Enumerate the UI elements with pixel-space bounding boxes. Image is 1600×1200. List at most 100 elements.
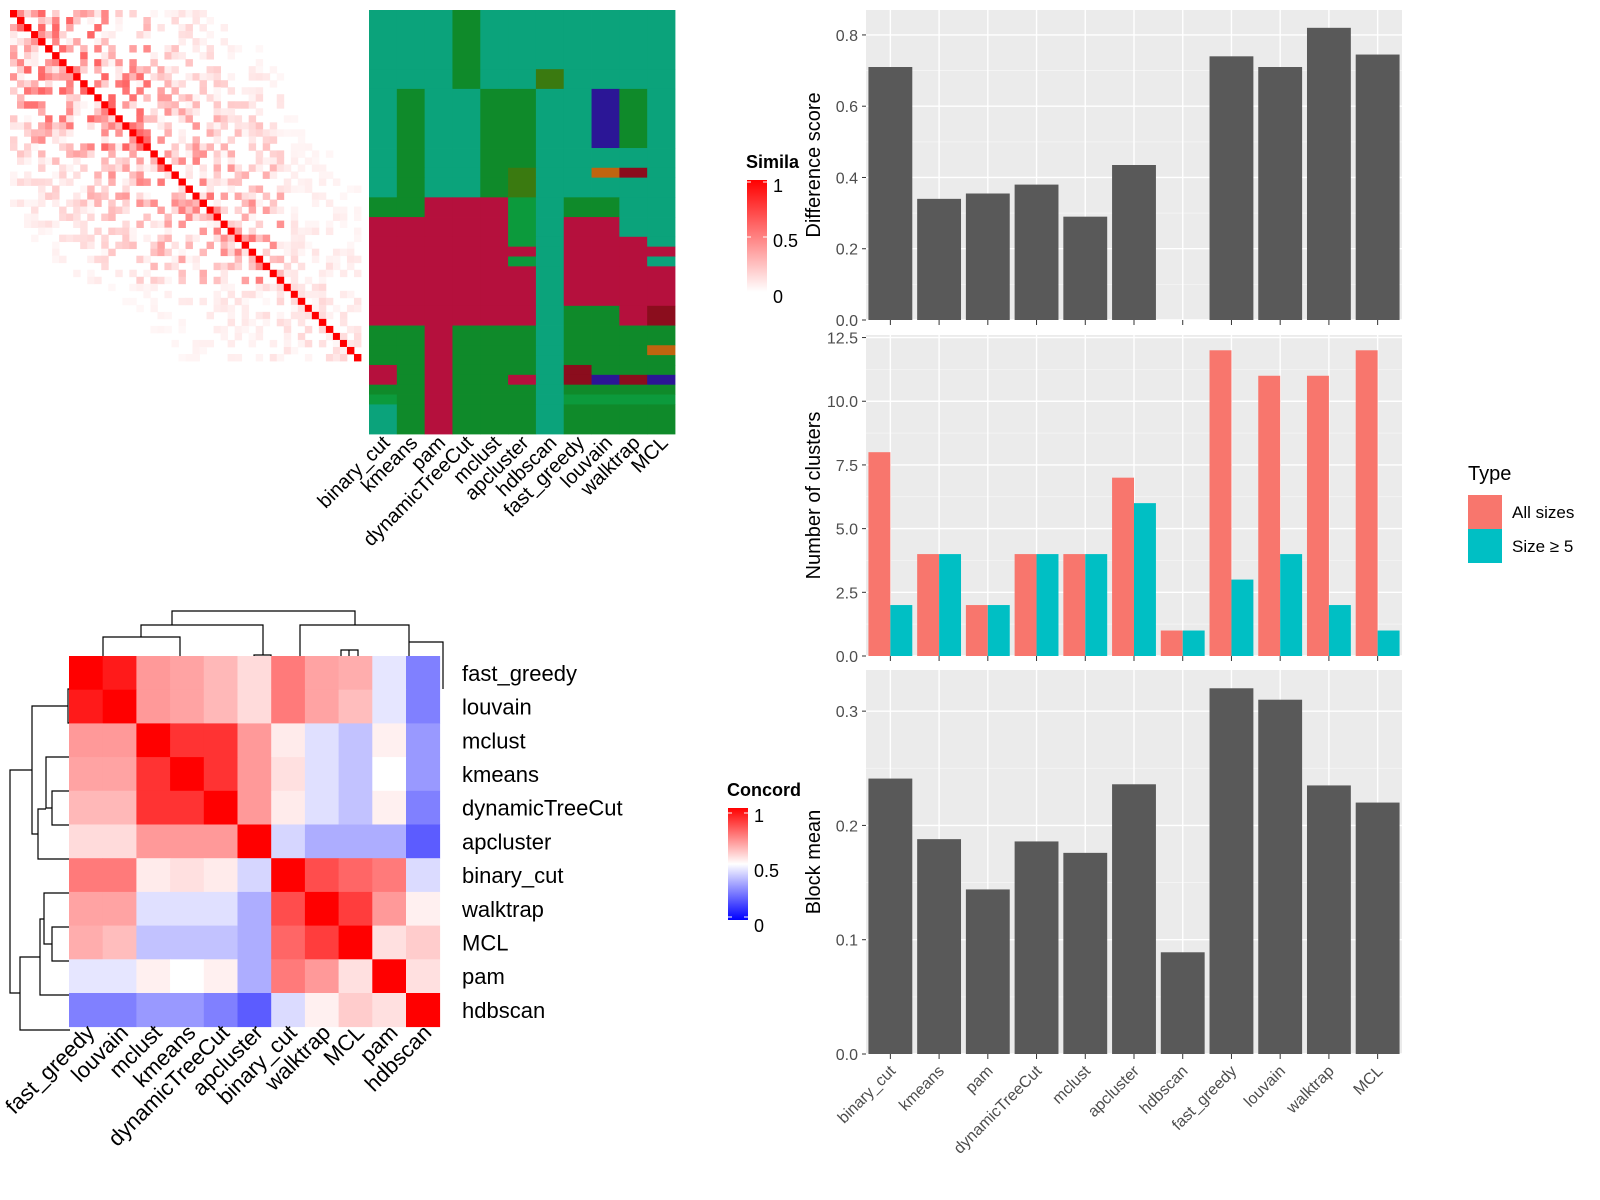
similarity-cell bbox=[346, 262, 355, 271]
similarity-cell bbox=[220, 192, 229, 200]
similarity-cell bbox=[346, 248, 355, 257]
concordance-cell bbox=[102, 959, 137, 994]
membership-cell bbox=[396, 256, 426, 267]
similarity-cell bbox=[255, 262, 264, 271]
membership-cell bbox=[591, 325, 620, 346]
similarity-cell bbox=[311, 157, 320, 165]
similarity-cell bbox=[143, 45, 151, 53]
similarity-cell bbox=[248, 87, 257, 95]
similarity-cell bbox=[143, 178, 151, 186]
membership-cell bbox=[369, 167, 398, 179]
similarity-cell bbox=[45, 45, 53, 53]
similarity-cell bbox=[185, 297, 193, 306]
similarity-cell bbox=[269, 283, 278, 292]
similarity-cell bbox=[339, 318, 348, 327]
similarity-cell bbox=[318, 192, 327, 200]
similarity-cell bbox=[276, 150, 285, 158]
similarity-cell bbox=[227, 87, 236, 95]
similarity-cell bbox=[87, 213, 95, 221]
membership-cell bbox=[535, 88, 565, 149]
similarity-cell bbox=[122, 178, 130, 186]
similarity-cell bbox=[101, 129, 109, 137]
concordance-cell bbox=[203, 959, 238, 994]
similarity-cell bbox=[24, 52, 32, 60]
membership-cell bbox=[480, 69, 509, 90]
similarity-cell bbox=[66, 199, 74, 207]
concordance-row-label: MCL bbox=[462, 930, 508, 955]
similarity-cell bbox=[206, 192, 214, 200]
similarity-cell bbox=[52, 241, 60, 250]
concordance-cell bbox=[304, 790, 339, 825]
similarity-cell bbox=[325, 171, 334, 179]
membership-cell bbox=[591, 305, 620, 326]
similarity-cell bbox=[17, 38, 25, 46]
similarity-cell bbox=[241, 311, 250, 320]
similarity-cell bbox=[66, 17, 74, 25]
bar bbox=[1160, 630, 1183, 656]
membership-cell bbox=[480, 167, 509, 179]
similarity-cell bbox=[234, 234, 243, 243]
similarity-cell bbox=[199, 276, 207, 285]
concordance-cell bbox=[271, 891, 306, 926]
similarity-cell bbox=[297, 339, 306, 348]
similarity-cell bbox=[227, 136, 236, 144]
similarity-cell bbox=[136, 87, 144, 95]
concordance-cell bbox=[406, 959, 441, 994]
similarity-cell bbox=[248, 318, 257, 327]
membership-cell bbox=[452, 345, 481, 356]
similarity-cell bbox=[346, 241, 355, 250]
concordance-cell bbox=[406, 891, 441, 926]
similarity-cell bbox=[38, 136, 46, 144]
similarity-cell bbox=[276, 255, 285, 264]
similarity-cell bbox=[52, 17, 60, 25]
similarity-cell bbox=[136, 304, 144, 313]
similarity-cell bbox=[178, 199, 186, 207]
similarity-cell bbox=[290, 248, 299, 257]
similarity-cell bbox=[353, 297, 362, 306]
membership-cell bbox=[647, 167, 676, 179]
membership-cell bbox=[508, 266, 537, 307]
similarity-cell bbox=[311, 164, 320, 172]
similarity-cell bbox=[108, 31, 116, 39]
similarity-cell bbox=[38, 66, 46, 74]
similarity-cell bbox=[87, 199, 95, 207]
clusters-legend: Type All sizes Size ≥ 5 bbox=[1468, 463, 1574, 563]
similarity-cell bbox=[143, 17, 151, 25]
similarity-cell bbox=[290, 171, 299, 179]
similarity-cell bbox=[157, 136, 165, 144]
bar bbox=[1112, 477, 1134, 656]
bar bbox=[917, 839, 962, 1054]
similarity-cell bbox=[290, 185, 299, 193]
similarity-cell bbox=[332, 255, 341, 264]
similarity-cell bbox=[213, 129, 221, 137]
membership-cell bbox=[508, 148, 537, 169]
similarity-cell bbox=[45, 115, 53, 123]
y-tick-label: 0.8 bbox=[836, 28, 858, 45]
similarity-cell bbox=[339, 332, 348, 341]
membership-cell bbox=[452, 394, 481, 405]
similarity-cell bbox=[276, 297, 285, 306]
concordance-row-label: pam bbox=[462, 964, 505, 989]
similarity-cell bbox=[73, 17, 81, 25]
similarity-cell bbox=[73, 199, 81, 207]
similarity-cell bbox=[227, 304, 236, 313]
similarity-cell bbox=[269, 129, 278, 137]
similarity-cell bbox=[87, 192, 95, 200]
concordance-cell bbox=[237, 858, 272, 893]
membership-cell bbox=[563, 325, 592, 346]
similarity-cell bbox=[80, 59, 88, 67]
concordance-cell bbox=[304, 925, 339, 960]
similarity-cell bbox=[290, 150, 299, 158]
similarity-cell bbox=[213, 227, 221, 236]
similarity-cell bbox=[45, 31, 53, 39]
similarity-cell bbox=[122, 234, 130, 243]
similarity-cell bbox=[143, 94, 151, 102]
similarity-cell bbox=[108, 283, 116, 292]
similarity-cell bbox=[59, 171, 67, 179]
concordance-row-label: kmeans bbox=[462, 762, 539, 787]
similarity-cell bbox=[220, 206, 229, 214]
similarity-cell bbox=[108, 199, 116, 207]
similarity-cell bbox=[213, 108, 221, 116]
similarity-cell bbox=[255, 129, 264, 137]
membership-cell bbox=[508, 197, 537, 218]
